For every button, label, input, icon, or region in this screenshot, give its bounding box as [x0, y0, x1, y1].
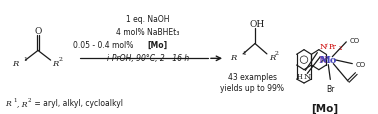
Text: 1 eq. NaOH: 1 eq. NaOH — [126, 15, 170, 24]
Text: R: R — [53, 60, 59, 67]
Text: R: R — [230, 53, 236, 61]
Text: yields up to 99%: yields up to 99% — [220, 83, 284, 92]
Text: 1: 1 — [242, 50, 246, 55]
Text: Pr: Pr — [328, 42, 336, 50]
Text: i-PrOH, 90°C, 2 - 16 h: i-PrOH, 90°C, 2 - 16 h — [107, 53, 189, 62]
Text: 1: 1 — [13, 97, 17, 102]
Text: Br: Br — [326, 85, 335, 94]
Text: CO: CO — [349, 38, 359, 44]
Text: OH: OH — [249, 20, 265, 29]
Text: [Mo]: [Mo] — [311, 103, 339, 113]
Text: 2: 2 — [59, 57, 63, 62]
Text: N: N — [319, 42, 327, 50]
Text: 2: 2 — [338, 45, 342, 50]
Text: N: N — [303, 73, 311, 81]
Text: [Mo]: [Mo] — [148, 41, 168, 50]
Text: N: N — [319, 56, 327, 65]
Text: R: R — [12, 60, 19, 67]
Text: = aryl, alkyl, cycloalkyl: = aryl, alkyl, cycloalkyl — [32, 98, 123, 107]
Text: 43 examples: 43 examples — [228, 72, 276, 81]
Text: , R: , R — [17, 99, 28, 107]
Text: 0.05 - 0.4 mol%: 0.05 - 0.4 mol% — [73, 41, 136, 50]
Text: 2: 2 — [275, 50, 279, 55]
Text: R: R — [269, 53, 275, 61]
Text: 4 mol% NaBHEt₃: 4 mol% NaBHEt₃ — [116, 28, 180, 37]
Text: Mo: Mo — [320, 56, 337, 65]
Text: i: i — [325, 42, 327, 47]
Text: R: R — [5, 99, 11, 107]
Text: CO: CO — [355, 61, 366, 67]
Text: H: H — [297, 73, 302, 81]
Text: O: O — [34, 27, 42, 35]
Text: 1: 1 — [23, 57, 27, 62]
Text: 2: 2 — [28, 97, 31, 102]
